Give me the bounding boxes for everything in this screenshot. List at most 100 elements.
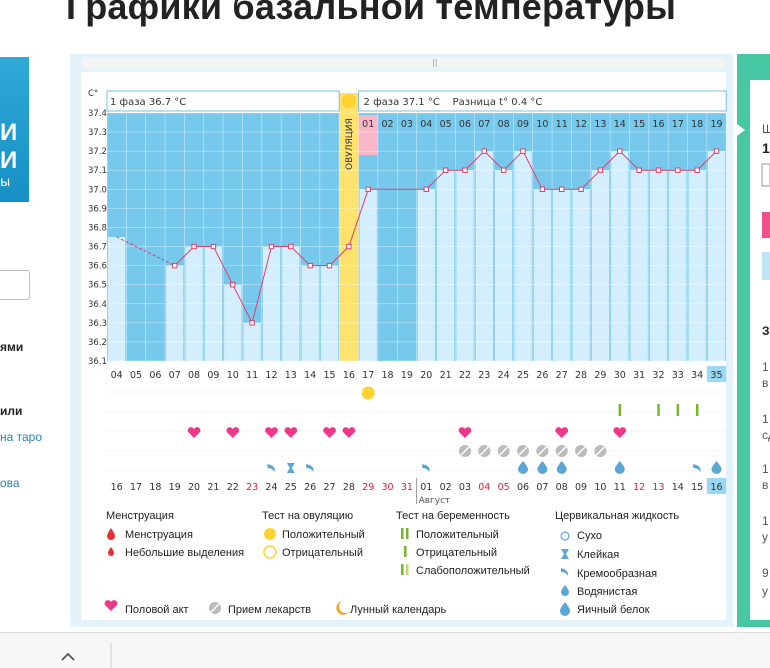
x-tick-label: 09: [207, 370, 219, 381]
banner-letter-1: И: [0, 119, 18, 146]
top-day-number: 09: [517, 119, 529, 130]
watery-icon: [614, 461, 625, 474]
pregtest-icon: [695, 404, 699, 416]
temp-line-segment: [174, 246, 195, 266]
y-tick-label: 37.3: [88, 128, 107, 138]
pill-stripe: [537, 446, 547, 456]
temp-line-segment: [212, 246, 234, 285]
date-label: 10: [594, 482, 606, 493]
top-day-number: 04: [420, 119, 432, 130]
legend-ovtest-positive: Положительный: [282, 529, 365, 541]
x-tick-label: 27: [556, 370, 568, 381]
temp-point: [307, 262, 313, 269]
legend-ovtest-negative: Отрицательный: [282, 547, 363, 559]
temp-point: [249, 320, 255, 326]
right-text-10: у: [762, 530, 768, 544]
phase1-label: 1 фаза 36.7 °C: [110, 97, 186, 108]
right-text-3: 1: [762, 360, 769, 374]
temp-line-segment: [696, 150, 717, 171]
legend-cervical-watery: Водянистая: [577, 586, 638, 598]
temp-point: [172, 262, 178, 269]
temp-bar: [572, 189, 590, 361]
x-tick-label: 25: [517, 370, 529, 381]
temp-bar: [707, 151, 726, 361]
top-day-number: 08: [498, 119, 510, 130]
temp-point: [346, 243, 352, 250]
date-label: 06: [517, 482, 529, 493]
temp-point: [481, 148, 488, 154]
date-label: 05: [498, 482, 510, 493]
top-day-number: 02: [382, 119, 394, 130]
temp-bar: [475, 151, 493, 361]
temp-point: [597, 167, 604, 173]
legend-intercourse: Половой акт: [125, 604, 189, 616]
x-tick-label: 30: [614, 370, 626, 381]
legend-cervical-sticky: Клейкая: [577, 549, 620, 561]
top-day-number: 16: [652, 119, 664, 130]
right-text-0: Ш: [762, 122, 770, 136]
date-label: 20: [188, 482, 200, 493]
date-label: 04: [478, 482, 490, 493]
date-label: 12: [633, 482, 645, 493]
x-tick-label: 18: [382, 370, 394, 381]
phase1-box: [106, 90, 340, 112]
date-label: 17: [130, 482, 142, 493]
sidebar-input[interactable]: [0, 270, 30, 300]
date-label: 16: [111, 482, 123, 493]
x-tick-label: 15: [323, 370, 335, 381]
y-unit-label: C°: [88, 89, 98, 99]
left-sidebar: И И ы ями или на таро ова: [0, 0, 60, 667]
top-day-number: 01: [362, 119, 374, 130]
top-day-number: 07: [478, 119, 490, 130]
pill-stripe: [576, 446, 586, 456]
heart-icon: [555, 427, 569, 438]
top-day-number: 15: [633, 119, 645, 130]
watery-icon: [711, 461, 722, 474]
x-tick-label: 05: [130, 370, 142, 381]
date-label: 02: [440, 482, 452, 493]
temp-point: [655, 167, 662, 173]
pill-stripe: [595, 446, 605, 456]
date-label: 27: [323, 482, 335, 493]
right-text-12: у: [762, 584, 768, 598]
temp-point: [578, 186, 584, 193]
temp-point: [191, 243, 197, 250]
x-tick-label: 24: [498, 370, 510, 381]
temp-point: [500, 167, 507, 173]
top-day-number: 03: [401, 119, 413, 130]
pregtest-icon: [676, 404, 680, 416]
y-tick-label: 37.1: [88, 166, 107, 176]
promo-banner[interactable]: И И ы: [0, 57, 29, 202]
highlight-column: [358, 115, 378, 155]
y-tick-label: 36.3: [88, 319, 107, 329]
top-day-number: 11: [556, 119, 568, 130]
temp-point: [423, 186, 429, 193]
date-label: 22: [227, 482, 239, 493]
phase2-box: [358, 90, 727, 112]
pill-stripe: [479, 446, 489, 456]
x-tick-label: 31: [633, 370, 645, 381]
temp-point: [326, 262, 333, 269]
heart-icon: [613, 427, 627, 438]
y-tick-label: 36.9: [88, 204, 107, 214]
x-tick-label: 12: [265, 370, 277, 381]
temp-point: [365, 186, 371, 193]
date-label: 21: [207, 482, 219, 493]
temp-line-segment: [503, 150, 524, 171]
temp-point: [675, 167, 681, 173]
sidebar-link-2[interactable]: ова: [0, 476, 20, 490]
y-tick-label: 36.6: [88, 262, 107, 272]
horizontal-scroll-handle[interactable]: ||: [82, 58, 725, 68]
temp-bar: [320, 265, 339, 361]
date-label: 11: [614, 482, 626, 493]
date-label: 31: [401, 482, 413, 493]
x-tick-label: 10: [227, 370, 239, 381]
sidebar-link-1[interactable]: на таро: [0, 430, 43, 444]
legend-cervical-title: Цервикальная жидкость: [555, 510, 680, 522]
heart-icon: [265, 427, 278, 438]
x-tick-label: 16: [343, 370, 355, 381]
watery-icon: [537, 461, 548, 474]
top-day-number: 14: [614, 119, 626, 130]
pill-stripe: [557, 446, 567, 456]
